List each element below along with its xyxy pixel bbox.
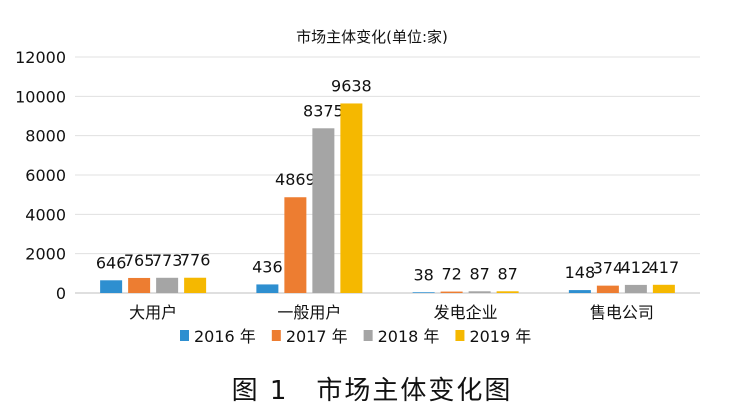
data-label: 436 bbox=[252, 257, 283, 276]
legend-label: 2019 年 bbox=[469, 327, 531, 346]
x-tick-label: 大用户 bbox=[129, 303, 177, 322]
bar bbox=[596, 285, 619, 293]
x-tick-label: 一般用户 bbox=[277, 303, 341, 322]
y-tick-label: 0 bbox=[56, 284, 66, 303]
y-tick-label: 4000 bbox=[25, 205, 66, 224]
bar bbox=[412, 292, 435, 293]
data-label: 9638 bbox=[331, 76, 372, 95]
bar bbox=[440, 291, 463, 293]
y-tick-label: 8000 bbox=[25, 127, 66, 146]
data-label: 374 bbox=[593, 259, 624, 278]
data-label: 773 bbox=[152, 251, 183, 270]
data-label: 776 bbox=[180, 251, 211, 270]
y-tick-label: 6000 bbox=[25, 166, 66, 185]
data-label: 148 bbox=[565, 263, 596, 282]
y-tick-label: 12000 bbox=[15, 48, 66, 67]
data-label: 765 bbox=[124, 251, 155, 270]
legend-swatch bbox=[180, 330, 189, 341]
bar-chart: 市场主体变化(单位:家) 0 2000 4000 6000 8000 10000 12000 大… bbox=[15, 28, 700, 346]
data-label: 72 bbox=[441, 265, 461, 284]
bar bbox=[100, 280, 123, 293]
data-label: 87 bbox=[497, 264, 517, 283]
legend-swatch bbox=[363, 330, 373, 341]
legend-label: 2017 年 bbox=[286, 327, 348, 346]
y-tick-label: 2000 bbox=[25, 245, 66, 264]
bar bbox=[256, 284, 279, 293]
legend-label: 2018 年 bbox=[378, 327, 440, 346]
x-tick-label: 发电企业 bbox=[434, 303, 498, 322]
x-tick-label: 售电公司 bbox=[590, 303, 654, 322]
data-label: 8375 bbox=[303, 101, 344, 120]
y-tick-label: 10000 bbox=[15, 87, 66, 106]
bar bbox=[468, 291, 491, 293]
chart-title: 市场主体变化(单位:家) bbox=[296, 28, 448, 46]
data-label: 38 bbox=[413, 265, 433, 284]
data-label: 87 bbox=[469, 264, 489, 283]
bar bbox=[624, 284, 647, 293]
data-label: 4869 bbox=[275, 170, 316, 189]
data-label: 646 bbox=[96, 253, 127, 272]
bar bbox=[128, 277, 151, 293]
bar bbox=[340, 103, 363, 293]
bar bbox=[156, 277, 179, 293]
bar bbox=[184, 277, 207, 293]
legend-label: 2016 年 bbox=[194, 327, 256, 346]
bar bbox=[652, 284, 675, 293]
bar bbox=[496, 291, 519, 293]
data-label: 412 bbox=[621, 258, 652, 277]
legend-swatch bbox=[455, 330, 465, 341]
legend-swatch bbox=[271, 330, 281, 341]
bar bbox=[568, 290, 591, 293]
data-label: 417 bbox=[649, 258, 680, 277]
figure-caption: 图 1 市场主体变化图 bbox=[231, 376, 513, 406]
bar bbox=[284, 197, 307, 293]
bar bbox=[312, 128, 335, 293]
